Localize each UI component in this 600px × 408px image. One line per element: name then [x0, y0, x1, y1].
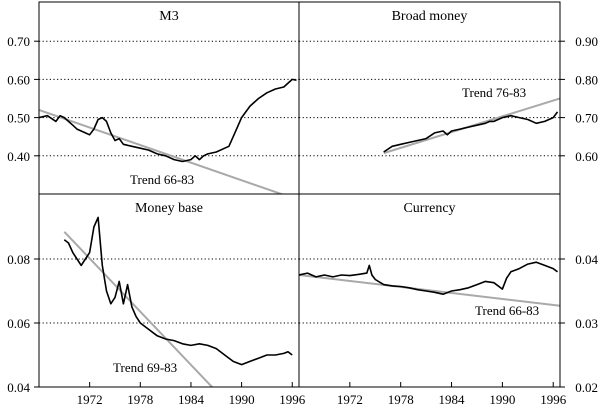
currency-xtick-label-3: 1990	[489, 392, 515, 407]
base-series-line	[63, 216, 293, 366]
m3-ytick-label-0: 0.40	[7, 149, 30, 164]
broad-panel-title: Broad money	[392, 9, 468, 24]
broad-ytick-label-2: 0.80	[575, 72, 598, 87]
currency-ytick-label-0: 0.02	[575, 380, 598, 395]
base-ytick-label-2: 0.08	[7, 252, 30, 267]
base-panel-title: Money base	[135, 201, 203, 216]
m3-ytick-label-3: 0.70	[7, 34, 30, 49]
m3-series-line	[39, 78, 297, 163]
currency-trend-label: Trend 66-83	[475, 303, 539, 318]
base-xtick-label-1: 1978	[127, 392, 153, 407]
m3-ytick-label-2: 0.60	[7, 72, 30, 87]
currency-xtick-label-1: 1978	[388, 392, 414, 407]
m3-ytick-label-1: 0.50	[7, 111, 30, 126]
currency-ytick-label-1: 0.03	[575, 316, 598, 331]
base-trend-line	[63, 231, 213, 387]
broad-ytick-label-0: 0.60	[575, 149, 598, 164]
m3-panel-title: M3	[159, 9, 178, 24]
broad-ytick-label-1: 0.70	[575, 111, 598, 126]
currency-trend-line	[299, 274, 560, 307]
base-ytick-label-0: 0.04	[7, 380, 30, 395]
currency-panel-title: Currency	[403, 201, 455, 216]
broad-ytick-label-3: 0.90	[575, 34, 598, 49]
base-ytick-label-1: 0.06	[7, 316, 30, 331]
base-xtick-label-0: 1972	[77, 392, 103, 407]
m3-trend-label: Trend 66-83	[130, 172, 194, 187]
currency-ytick-label-2: 0.04	[575, 252, 598, 267]
currency-xtick-label-4: 1996	[540, 392, 567, 407]
base-xtick-label-2: 1984	[178, 392, 205, 407]
base-trend-label: Trend 69-83	[113, 360, 177, 375]
m3-trend-line	[39, 109, 285, 194]
broad-trend-label: Trend 76-83	[462, 85, 526, 100]
currency-xtick-label-0: 1972	[337, 392, 363, 407]
currency-series-line	[299, 261, 558, 295]
base-xtick-label-3: 1990	[229, 392, 255, 407]
base-xtick-label-4: 1996	[279, 392, 306, 407]
currency-xtick-label-2: 1984	[439, 392, 466, 407]
broad-series-line	[383, 111, 559, 153]
